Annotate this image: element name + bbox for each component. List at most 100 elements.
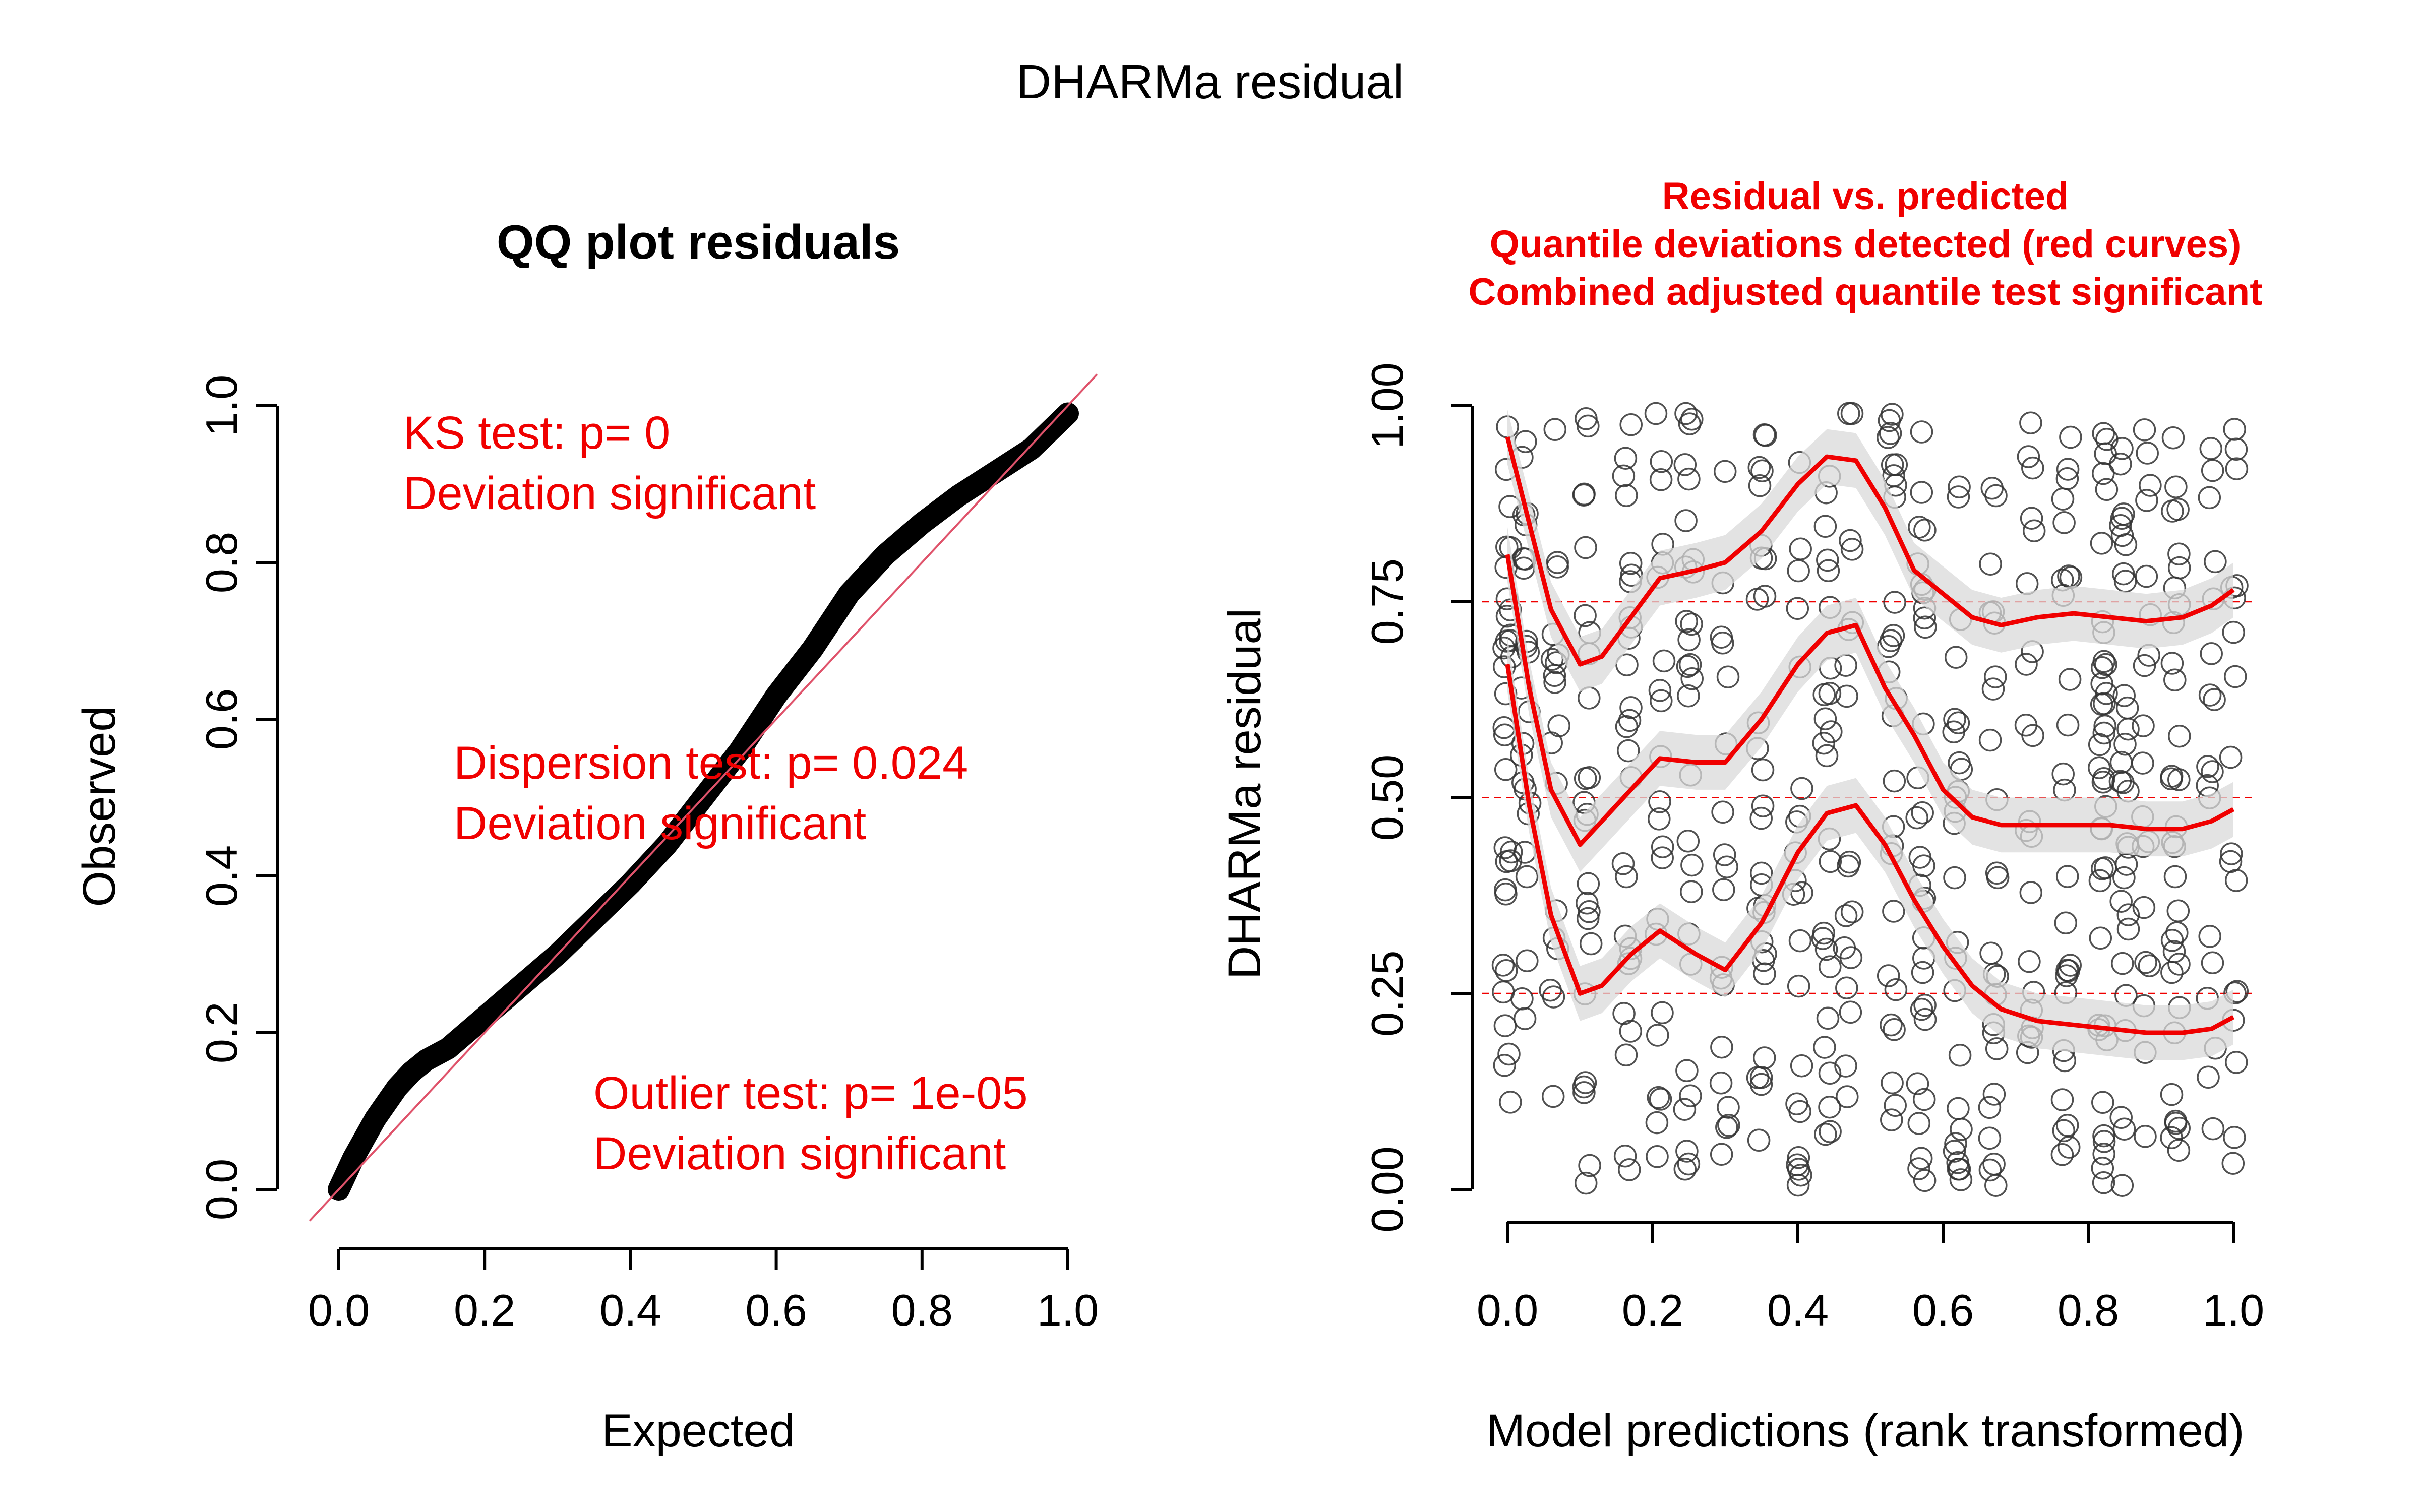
residual-point — [1788, 929, 1812, 953]
residual-point — [2133, 418, 2156, 442]
residual-point — [2055, 964, 2078, 987]
residual-point — [2138, 954, 2161, 977]
residual-point — [1910, 481, 1933, 504]
residual-point — [1651, 835, 1674, 858]
ks-test-text: KS test: p= 0 — [403, 407, 670, 459]
residual-point — [2091, 771, 2115, 794]
residual-point — [1947, 1158, 1970, 1181]
residual-point — [1879, 422, 1902, 445]
residual-point — [1499, 1091, 1522, 1114]
residual-point — [1648, 679, 1672, 702]
residual-point — [2088, 756, 2111, 779]
residual-point — [1711, 632, 1734, 655]
residual-point — [2163, 865, 2187, 889]
residual-point — [1577, 414, 1600, 438]
residual-point — [1818, 1095, 1841, 1119]
residual-point — [1816, 548, 1839, 572]
residual-point — [1882, 900, 1905, 923]
residual-point — [2223, 418, 2246, 441]
residual-point — [2015, 653, 2038, 676]
residual-point — [1749, 806, 1773, 830]
residual-point — [2092, 1130, 2116, 1153]
residual-point — [1785, 1092, 1808, 1116]
residual-point — [2200, 642, 2223, 665]
residual-point — [1910, 420, 1933, 444]
figure-title: DHARMa residual — [1016, 55, 1404, 109]
residual-y-tick-label: 0.25 — [1362, 951, 1412, 1037]
residual-point — [1572, 483, 1596, 507]
residual-point — [2204, 550, 2227, 574]
residual-point — [2090, 532, 2113, 555]
residual-point — [1884, 1094, 1907, 1117]
residual-point — [1913, 606, 1937, 630]
residual-point — [1986, 866, 2010, 890]
residual-point — [2160, 652, 2184, 675]
residual-point — [1819, 955, 1842, 978]
residual-point — [1818, 1061, 1842, 1085]
residual-point — [1648, 790, 1671, 813]
residual-point — [1494, 758, 1518, 781]
residual-point — [2225, 1051, 2248, 1074]
residual-y-tick-label: 1.00 — [1362, 362, 1412, 449]
residual-point — [1542, 985, 1565, 1009]
residual-point — [1980, 477, 2004, 500]
residual-point — [1510, 987, 1534, 1011]
residual-point — [2091, 857, 2114, 880]
residual-point — [2198, 925, 2221, 948]
residual-point — [1814, 937, 1838, 961]
residual-point — [1541, 1085, 1565, 1108]
residual-point — [1675, 610, 1698, 633]
residual-point — [1839, 1000, 1862, 1024]
residual-point — [1748, 474, 1772, 497]
residual-point — [2022, 519, 2046, 542]
residual-point — [1614, 1043, 1638, 1067]
residual-point — [1978, 1126, 2002, 1150]
residual-x-tick-label: 0.2 — [1622, 1285, 1683, 1335]
residual-point — [2196, 755, 2219, 778]
residual-point — [1786, 1173, 1810, 1197]
residual-point — [1546, 551, 1569, 574]
residual-point — [1710, 1035, 1733, 1059]
residual-point — [2094, 653, 2118, 676]
residual-point — [1914, 615, 1937, 639]
residual-point — [2093, 692, 2116, 715]
residual-point — [1913, 519, 1937, 542]
residual-point — [1576, 907, 1600, 930]
residual-point — [1750, 459, 1774, 483]
residual-point — [1646, 1024, 1669, 1047]
residual-point — [2199, 437, 2223, 460]
residual-point — [2221, 1152, 2245, 1175]
residual-point — [2017, 445, 2040, 468]
residual-point — [1680, 612, 1703, 636]
qq-x-tick-label: 0.6 — [745, 1285, 807, 1335]
residual-point — [1673, 453, 1697, 476]
residual-point — [1819, 1120, 1842, 1144]
residual-point — [2109, 452, 2132, 476]
residual-point — [1911, 801, 1934, 825]
residual-point — [2112, 1117, 2136, 1141]
qq-x-tick-label: 0.2 — [454, 1285, 515, 1335]
residual-point — [1615, 484, 1638, 507]
residual-point — [2225, 980, 2249, 1003]
residual-point — [2112, 684, 2136, 707]
residual-point — [1982, 1083, 2006, 1106]
residual-point — [2109, 1106, 2133, 1129]
residual-point — [2021, 724, 2044, 747]
residual-point — [1713, 843, 1736, 866]
qq-y-tick-label: 0.8 — [197, 532, 247, 593]
residual-point — [1787, 1158, 1810, 1181]
residual-point — [2159, 767, 2183, 791]
residual-point — [2164, 475, 2188, 498]
residual-point — [2054, 911, 2078, 935]
residual-point — [2116, 903, 2140, 926]
residual-point — [2089, 926, 2112, 950]
residual-point — [2113, 733, 2137, 756]
residual-x-tick-label: 0.8 — [2058, 1285, 2119, 1335]
residual-point — [1883, 591, 1906, 614]
residual-point — [2050, 1143, 2074, 1166]
residual-point — [1680, 880, 1703, 903]
residual-point — [1818, 681, 1842, 705]
residual-x-tick-label: 1.0 — [2203, 1285, 2264, 1335]
residual-point — [2164, 1109, 2188, 1133]
residual-point — [2168, 724, 2191, 748]
